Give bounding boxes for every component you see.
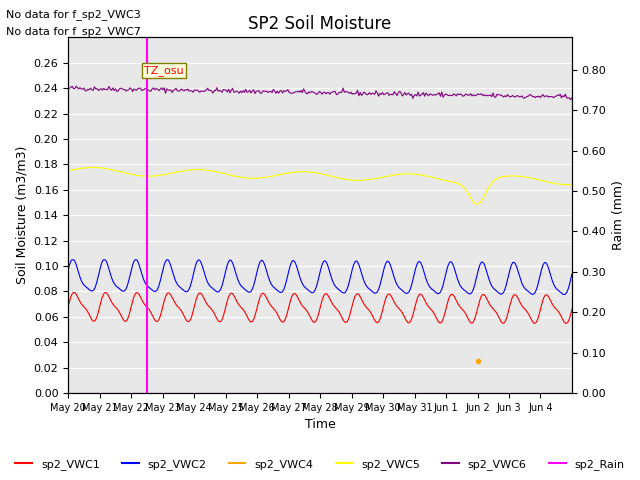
- X-axis label: Time: Time: [305, 419, 335, 432]
- Y-axis label: Soil Moisture (m3/m3): Soil Moisture (m3/m3): [15, 146, 28, 285]
- Text: No data for f_sp2_VWC7: No data for f_sp2_VWC7: [6, 25, 141, 36]
- Text: No data for f_sp2_VWC3: No data for f_sp2_VWC3: [6, 9, 141, 20]
- Text: TZ_osu: TZ_osu: [144, 65, 183, 76]
- Legend: sp2_VWC1, sp2_VWC2, sp2_VWC4, sp2_VWC5, sp2_VWC6, sp2_Rain: sp2_VWC1, sp2_VWC2, sp2_VWC4, sp2_VWC5, …: [11, 455, 629, 474]
- Y-axis label: Raim (mm): Raim (mm): [612, 180, 625, 250]
- Title: SP2 Soil Moisture: SP2 Soil Moisture: [248, 15, 392, 33]
